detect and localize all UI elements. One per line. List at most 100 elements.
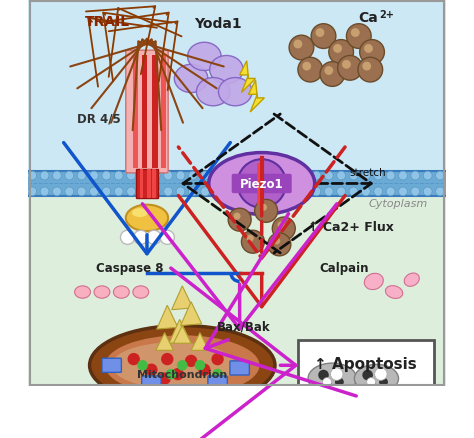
Circle shape bbox=[289, 36, 314, 61]
Text: ↑ Ca2+ Flux: ↑ Ca2+ Flux bbox=[309, 221, 394, 234]
Circle shape bbox=[316, 29, 324, 38]
Circle shape bbox=[324, 187, 333, 196]
Circle shape bbox=[369, 382, 376, 389]
Circle shape bbox=[364, 45, 373, 54]
Circle shape bbox=[399, 172, 407, 180]
FancyBboxPatch shape bbox=[230, 361, 249, 375]
Bar bbox=[140, 170, 144, 198]
Ellipse shape bbox=[113, 286, 129, 299]
Circle shape bbox=[374, 187, 383, 196]
Circle shape bbox=[362, 172, 370, 180]
Circle shape bbox=[337, 172, 346, 180]
Circle shape bbox=[342, 61, 351, 70]
Ellipse shape bbox=[355, 364, 399, 393]
Circle shape bbox=[189, 187, 197, 196]
Circle shape bbox=[158, 372, 171, 385]
Bar bbox=[152, 57, 157, 168]
Circle shape bbox=[65, 172, 74, 180]
Circle shape bbox=[28, 187, 36, 196]
Circle shape bbox=[300, 187, 309, 196]
FancyBboxPatch shape bbox=[102, 358, 121, 372]
Circle shape bbox=[114, 187, 123, 196]
Circle shape bbox=[165, 369, 176, 380]
Circle shape bbox=[145, 364, 157, 376]
FancyBboxPatch shape bbox=[126, 51, 168, 173]
Circle shape bbox=[195, 360, 205, 371]
Circle shape bbox=[275, 187, 284, 196]
Circle shape bbox=[362, 63, 371, 71]
Circle shape bbox=[335, 378, 344, 387]
Polygon shape bbox=[156, 333, 173, 350]
Ellipse shape bbox=[308, 363, 356, 394]
Bar bbox=[142, 57, 147, 168]
Circle shape bbox=[226, 187, 234, 196]
Circle shape bbox=[324, 67, 333, 76]
Circle shape bbox=[128, 353, 140, 365]
Text: Cytoplasm: Cytoplasm bbox=[369, 199, 428, 209]
Circle shape bbox=[189, 172, 197, 180]
Ellipse shape bbox=[209, 153, 315, 215]
Circle shape bbox=[351, 29, 360, 38]
Text: Mitochondrion: Mitochondrion bbox=[137, 370, 228, 380]
Polygon shape bbox=[172, 286, 193, 310]
Circle shape bbox=[246, 235, 254, 242]
Circle shape bbox=[137, 360, 148, 371]
Ellipse shape bbox=[385, 286, 403, 299]
Circle shape bbox=[176, 172, 185, 180]
Ellipse shape bbox=[133, 286, 149, 299]
Ellipse shape bbox=[188, 43, 221, 71]
Circle shape bbox=[367, 378, 375, 387]
Circle shape bbox=[411, 187, 419, 196]
Ellipse shape bbox=[196, 78, 230, 106]
Circle shape bbox=[102, 172, 111, 180]
Circle shape bbox=[198, 364, 210, 376]
Bar bbox=[137, 170, 157, 198]
Circle shape bbox=[386, 187, 395, 196]
Circle shape bbox=[213, 172, 222, 180]
Polygon shape bbox=[248, 81, 264, 113]
Polygon shape bbox=[181, 302, 202, 326]
Circle shape bbox=[311, 25, 336, 49]
Circle shape bbox=[362, 187, 370, 196]
Circle shape bbox=[65, 187, 74, 196]
Text: 2+: 2+ bbox=[379, 10, 394, 20]
Circle shape bbox=[201, 187, 210, 196]
Circle shape bbox=[436, 172, 445, 180]
Circle shape bbox=[151, 172, 160, 180]
Circle shape bbox=[213, 187, 222, 196]
Circle shape bbox=[330, 368, 343, 381]
Circle shape bbox=[176, 187, 185, 196]
Circle shape bbox=[325, 382, 332, 389]
Circle shape bbox=[185, 355, 197, 367]
Ellipse shape bbox=[365, 274, 383, 290]
Circle shape bbox=[278, 222, 285, 229]
Circle shape bbox=[300, 172, 309, 180]
Ellipse shape bbox=[132, 209, 148, 218]
Circle shape bbox=[53, 172, 61, 180]
Circle shape bbox=[241, 231, 264, 254]
Circle shape bbox=[226, 172, 234, 180]
Circle shape bbox=[102, 187, 111, 196]
Circle shape bbox=[287, 187, 296, 196]
Circle shape bbox=[139, 187, 148, 196]
Circle shape bbox=[238, 172, 246, 180]
Bar bbox=[147, 170, 151, 198]
Circle shape bbox=[298, 58, 323, 83]
Circle shape bbox=[53, 187, 61, 196]
Circle shape bbox=[273, 238, 280, 245]
Bar bbox=[28, 184, 446, 387]
Circle shape bbox=[77, 172, 86, 180]
Circle shape bbox=[333, 45, 342, 54]
Ellipse shape bbox=[210, 57, 243, 85]
Circle shape bbox=[275, 172, 284, 180]
Circle shape bbox=[346, 25, 371, 49]
Text: Bax/Bak: Bax/Bak bbox=[217, 320, 271, 333]
Circle shape bbox=[211, 353, 224, 365]
Circle shape bbox=[250, 187, 259, 196]
Ellipse shape bbox=[237, 160, 286, 208]
Circle shape bbox=[399, 187, 407, 196]
Bar bbox=[152, 170, 156, 198]
Circle shape bbox=[302, 63, 311, 71]
Circle shape bbox=[379, 378, 388, 387]
Text: Yoda1: Yoda1 bbox=[194, 17, 241, 31]
